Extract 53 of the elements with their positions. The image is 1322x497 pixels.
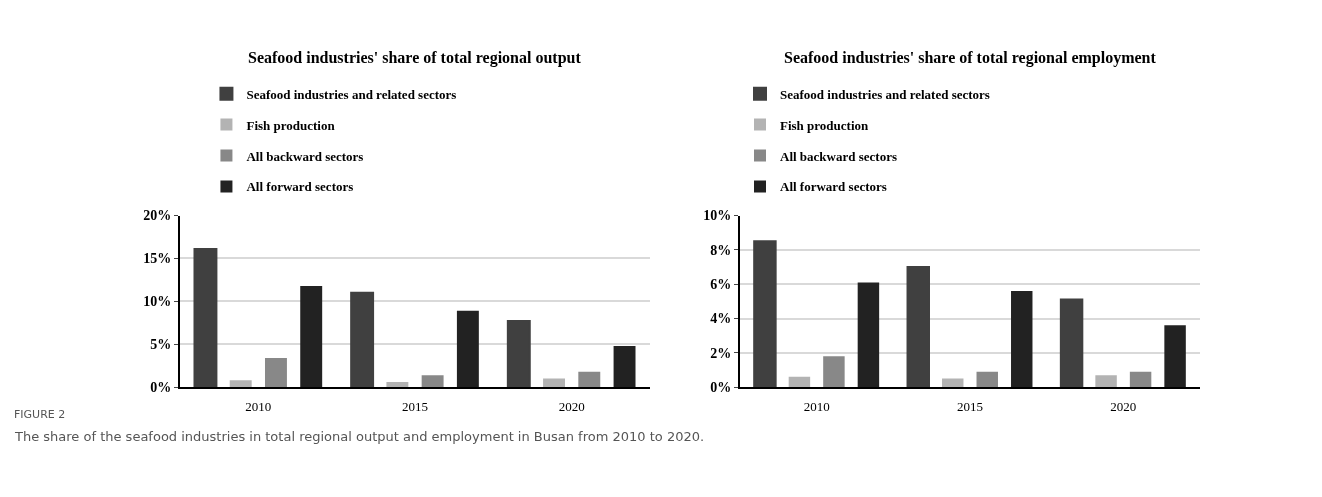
bar [1129, 371, 1152, 388]
bar [1095, 375, 1117, 388]
bar [350, 291, 375, 388]
bar [543, 378, 566, 388]
bar [906, 266, 930, 388]
x-tick-label: 2015 [957, 398, 983, 414]
bar [1011, 291, 1033, 388]
legend-label: Seafood industries and related sectors [246, 86, 457, 102]
legend-label: Seafood industries and related sectors [780, 86, 990, 102]
caption: FIGURE 2 [14, 408, 66, 421]
legend-label: All backward sectors [780, 148, 897, 164]
y-tick-label: 5% [150, 337, 172, 353]
y-tick-label: 10% [143, 294, 172, 310]
bar [386, 382, 409, 388]
text: The share of the seafood industries in total regional output and employment in Busan from 2010 to 2020. [14, 429, 705, 444]
chart-title: Seafood industries' share of total regional employment [784, 49, 1157, 67]
x-tick-label: 2020 [558, 398, 585, 414]
bar [942, 378, 964, 388]
chart-title: Seafood industries' share of total regional output [248, 49, 582, 67]
y-tick-label: 2% [710, 345, 732, 361]
y-tick-label: 0% [710, 380, 732, 396]
x-tick-label: 2010 [803, 398, 830, 414]
y-tick-label: 20% [143, 208, 172, 224]
bar [976, 371, 998, 388]
y-tick-label: 4% [710, 311, 732, 327]
bar [1059, 298, 1084, 388]
bar [456, 310, 479, 388]
bar [229, 380, 252, 388]
legend-label: All forward sectors [780, 179, 887, 195]
y-tick-label: 0% [150, 380, 172, 396]
bar [857, 282, 880, 388]
bar [421, 375, 444, 388]
legend-label: Fish production [780, 117, 870, 133]
bar [788, 376, 811, 388]
legend-label: All backward sectors [246, 148, 364, 164]
legend-label: Fish production [246, 117, 336, 133]
x-tick-label: 2020 [1110, 398, 1137, 414]
y-tick-label: 8% [710, 242, 732, 258]
bar [506, 320, 531, 388]
bar [753, 240, 777, 388]
legend-label: All forward sectors [246, 179, 354, 195]
x-tick-label: 2015 [402, 398, 428, 414]
bar [300, 285, 323, 388]
bar [613, 345, 636, 388]
x-tick-label: 2010 [245, 398, 272, 414]
y-tick-label: 6% [710, 277, 732, 293]
bar [1164, 325, 1186, 388]
bar [193, 247, 218, 388]
y-tick-label: 15% [143, 251, 172, 267]
bar [578, 371, 601, 388]
bar [823, 356, 845, 388]
y-tick-label: 10% [703, 208, 732, 224]
bar [264, 357, 287, 388]
